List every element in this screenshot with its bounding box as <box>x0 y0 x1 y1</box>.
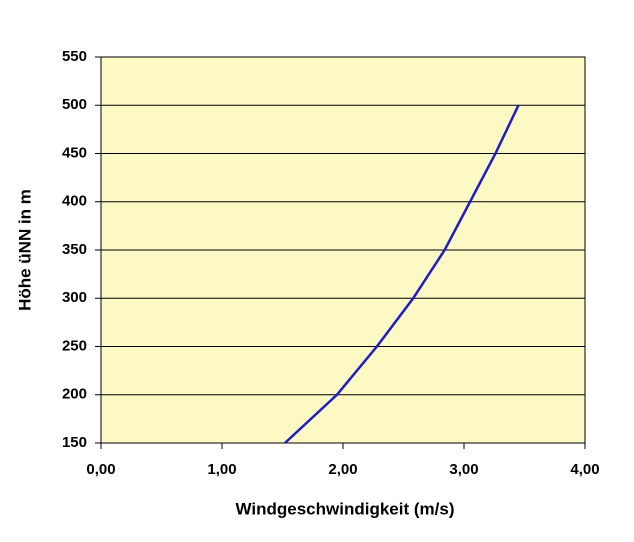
y-tick-label: 200 <box>62 386 87 403</box>
y-tick-label: 500 <box>62 96 87 113</box>
x-tick-label: 3,00 <box>449 461 478 478</box>
y-tick-label: 450 <box>62 144 87 161</box>
x-tick-label: 1,00 <box>207 461 236 478</box>
x-tick-label: 4,00 <box>570 461 599 478</box>
x-tick-label: 0,00 <box>86 461 115 478</box>
x-tick-label: 2,00 <box>328 461 357 478</box>
x-axis-label: Windgeschwindigkeit (m/s) <box>236 499 455 518</box>
y-tick-label: 300 <box>62 289 87 306</box>
y-tick-label: 150 <box>62 434 87 451</box>
y-tick-label: 350 <box>62 241 87 258</box>
y-tick-label: 400 <box>62 193 87 210</box>
data-line <box>284 104 520 444</box>
y-tick-label: 550 <box>62 48 87 65</box>
plot-border <box>100 56 586 444</box>
y-tick-label: 250 <box>62 337 87 354</box>
y-axis-label: Höhe üNN in m <box>15 189 34 311</box>
